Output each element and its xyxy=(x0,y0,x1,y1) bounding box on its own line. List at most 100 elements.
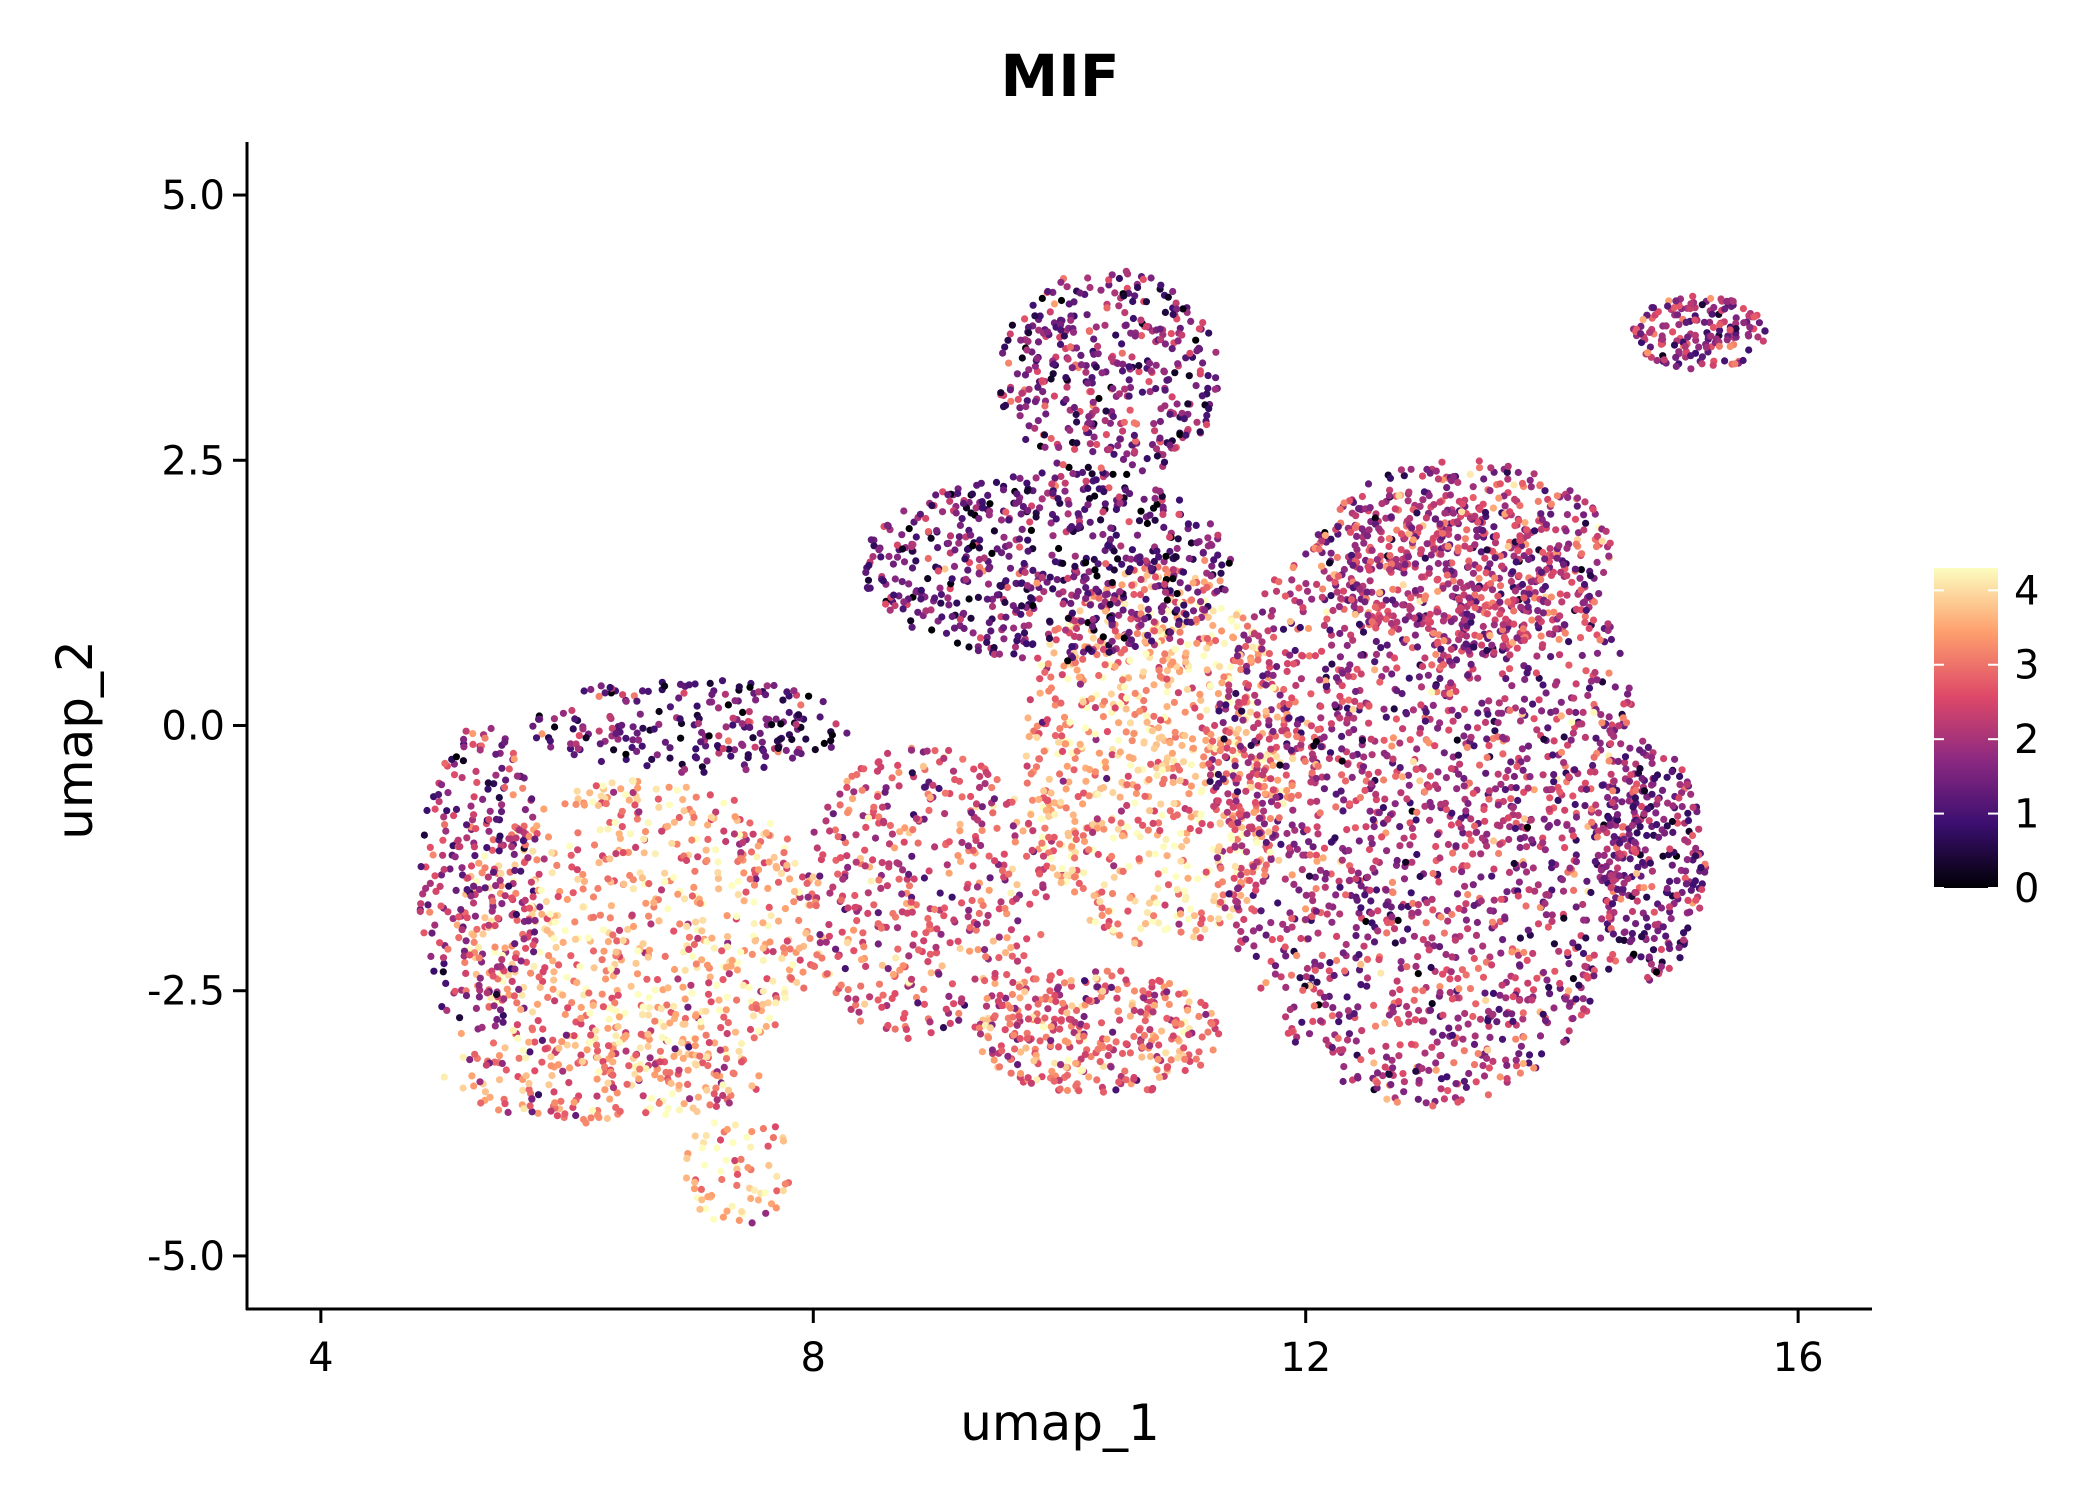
point-upper-dark-band xyxy=(1032,513,1040,521)
point-upper-dark-band xyxy=(1065,500,1073,508)
point-right-mass xyxy=(1388,878,1397,887)
point-right-mass xyxy=(1277,840,1285,849)
point-left-lobe xyxy=(599,926,608,934)
point-left-lobe xyxy=(754,866,763,874)
point-mid-bridge xyxy=(945,992,953,1001)
point-mid-bridge xyxy=(822,817,830,825)
point-left-top-band xyxy=(819,698,827,706)
point-left-edge xyxy=(498,764,506,772)
point-upper-neck xyxy=(1198,392,1206,400)
point-mid-bridge xyxy=(875,876,883,884)
point-left-lower-arc xyxy=(565,1079,573,1087)
point-right-mass xyxy=(1393,977,1401,985)
point-left-lobe xyxy=(728,882,736,890)
point-center-hotspot xyxy=(1119,867,1127,876)
point-right-mass xyxy=(1570,886,1578,895)
point-left-lobe xyxy=(749,1012,758,1020)
point-center-hotspot xyxy=(1148,917,1157,925)
point-left-top-band xyxy=(648,755,656,764)
point-mid-bridge xyxy=(883,882,892,890)
point-left-top-band xyxy=(790,687,798,695)
point-left-edge xyxy=(496,832,504,840)
point-left-lobe xyxy=(547,1053,555,1061)
point-left-top-band xyxy=(661,682,669,690)
point-upper-dark-band xyxy=(1117,542,1125,550)
point-upper-dark-band xyxy=(1088,622,1097,631)
point-right-mass xyxy=(1433,1038,1441,1046)
point-left-lobe xyxy=(718,947,726,955)
point-mid-bridge xyxy=(907,746,916,754)
point-upper-dark-band xyxy=(1089,615,1097,624)
point-upper-dark-band xyxy=(1217,569,1225,577)
point-left-lower-arc xyxy=(632,1051,640,1059)
point-right-mass xyxy=(1473,918,1481,927)
point-center-hotspot xyxy=(1230,874,1238,882)
point-left-lobe xyxy=(682,783,690,791)
point-left-lobe xyxy=(629,885,638,893)
point-left-lobe xyxy=(528,1008,537,1016)
point-right-mass xyxy=(1404,771,1413,779)
point-left-lobe xyxy=(762,1022,770,1031)
point-left-edge xyxy=(469,899,478,907)
point-left-edge xyxy=(423,806,431,815)
point-mid-bridge xyxy=(875,813,883,821)
point-center-hotspot xyxy=(1145,776,1153,784)
point-center-hotspot xyxy=(1088,695,1096,703)
point-center-hotspot xyxy=(1166,807,1174,815)
point-upper-neck xyxy=(1084,274,1092,282)
point-center-hotspot xyxy=(1079,698,1087,706)
point-left-lobe xyxy=(717,1024,725,1032)
point-left-lobe xyxy=(651,986,659,994)
point-upper-neck xyxy=(1173,400,1181,408)
point-right-mass xyxy=(1219,719,1227,727)
point-upper-dark-band xyxy=(1082,559,1090,567)
point-mid-bridge xyxy=(1013,881,1021,889)
point-left-lower-arc xyxy=(525,1079,533,1088)
point-center-hotspot xyxy=(1161,926,1169,934)
point-left-lower-arc xyxy=(704,1062,712,1070)
point-upper-dark-band xyxy=(938,613,946,621)
point-right-mass xyxy=(1469,850,1477,858)
point-center-hotspot xyxy=(1091,918,1099,926)
point-lower-tail xyxy=(779,1137,788,1145)
point-left-lobe xyxy=(617,785,625,793)
point-left-edge xyxy=(431,872,439,880)
point-center-hotspot xyxy=(1144,826,1152,834)
point-left-lobe xyxy=(551,997,559,1005)
point-center-hotspot xyxy=(1108,745,1117,754)
point-center-hotspot xyxy=(1203,635,1211,643)
point-upper-dark-band xyxy=(1088,470,1096,478)
point-left-lobe xyxy=(608,779,616,787)
point-mid-bridge xyxy=(1008,798,1016,806)
point-left-lobe xyxy=(774,878,783,886)
point-mid-bridge xyxy=(995,933,1003,941)
point-center-hotspot xyxy=(1246,708,1255,716)
point-center-hotspot xyxy=(1043,716,1051,724)
point-mid-bridge xyxy=(908,908,916,916)
point-right-mass xyxy=(1388,670,1396,678)
point-right-mass xyxy=(1511,974,1519,982)
point-left-lower-arc xyxy=(587,1031,595,1039)
point-upper-dark-band xyxy=(974,593,983,602)
point-upper-dark-band xyxy=(1068,523,1076,531)
point-center-hotspot xyxy=(1062,804,1070,812)
point-left-lobe xyxy=(691,867,699,875)
point-left-lobe xyxy=(563,895,571,904)
point-upper-dark-band xyxy=(1069,469,1077,478)
point-upper-dark-band xyxy=(1099,508,1107,516)
point-right-mass xyxy=(1338,682,1346,690)
point-upper-neck xyxy=(1184,400,1192,408)
point-center-hotspot xyxy=(1231,862,1239,871)
point-left-edge xyxy=(420,929,428,937)
point-center-hotspot xyxy=(1215,915,1223,923)
point-left-top-band xyxy=(816,713,824,721)
point-upper-dark-band xyxy=(978,504,986,512)
point-left-lobe xyxy=(796,956,804,964)
point-left-lobe xyxy=(759,1000,767,1009)
point-center-hotspot xyxy=(1036,675,1044,683)
point-lower-tail xyxy=(735,1216,743,1224)
point-left-lobe xyxy=(759,987,767,995)
point-mid-bridge xyxy=(873,767,882,775)
point-mid-bridge xyxy=(841,965,849,973)
point-left-lower-arc xyxy=(609,1071,617,1079)
